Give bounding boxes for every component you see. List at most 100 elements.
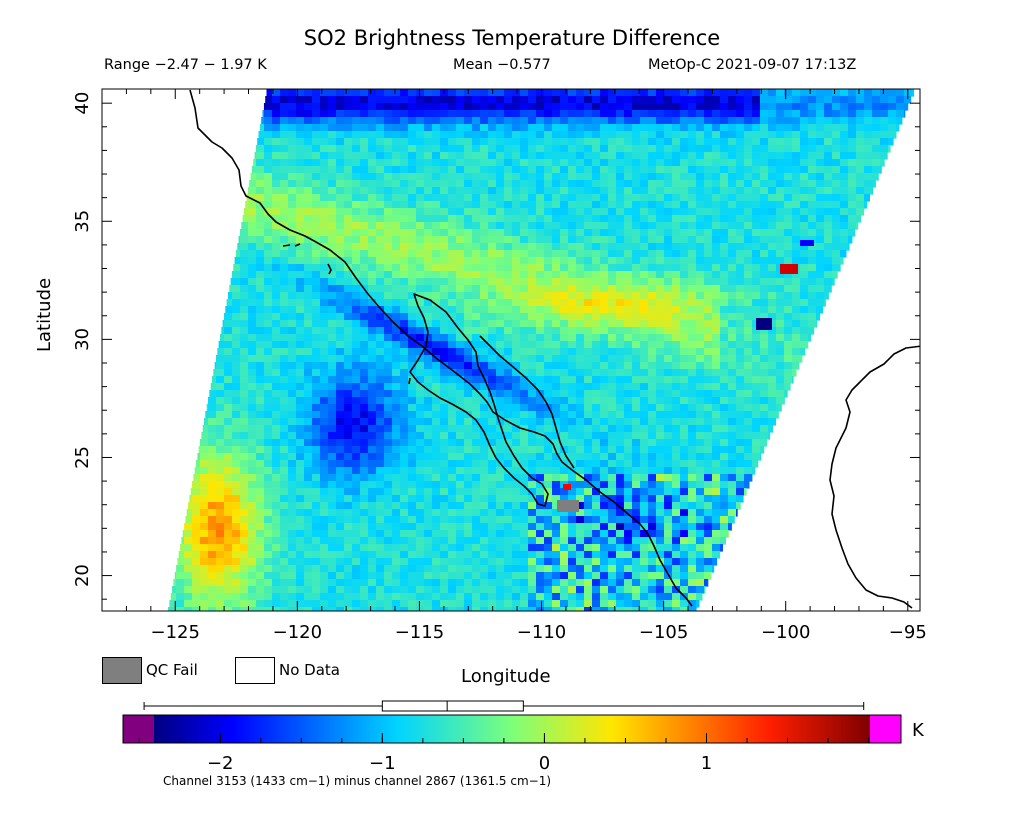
swath-pixel: [800, 320, 809, 328]
swath-pixel: [416, 439, 425, 447]
swath-pixel: [680, 509, 689, 517]
swath-pixel: [296, 222, 305, 230]
swath-pixel: [648, 278, 657, 286]
swath-pixel: [520, 299, 529, 307]
swath-pixel: [240, 495, 249, 503]
swath-pixel: [528, 341, 537, 349]
swath-pixel: [688, 516, 697, 524]
swath-pixel: [328, 236, 337, 244]
swath-pixel: [768, 271, 777, 279]
swath-pixel: [824, 103, 833, 111]
swath-pixel: [568, 362, 577, 370]
swath-pixel: [568, 537, 577, 545]
swath-pixel: [568, 418, 577, 426]
swath-pixel: [536, 474, 545, 482]
swath-pixel: [528, 404, 537, 412]
swath-pixel: [336, 481, 345, 489]
swath-pixel: [224, 523, 233, 531]
swath-pixel: [728, 474, 737, 482]
swath-pixel: [904, 96, 912, 104]
swath-pixel: [392, 446, 401, 454]
swath-pixel: [696, 502, 705, 510]
swath-pixel: [592, 334, 601, 342]
swath-pixel: [752, 208, 761, 216]
swath-pixel: [512, 243, 521, 251]
swath-pixel: [552, 215, 561, 223]
swath-pixel: [520, 278, 529, 286]
swath-pixel: [416, 285, 425, 293]
swath-pixel: [688, 271, 697, 279]
swath-pixel: [736, 509, 738, 517]
swath-pixel: [544, 509, 553, 517]
swath-pixel: [328, 488, 337, 496]
swath-pixel: [600, 292, 609, 300]
swath-pixel: [520, 397, 529, 405]
swath-pixel: [560, 257, 569, 265]
swath-pixel: [720, 348, 729, 356]
swath-pixel: [296, 467, 305, 475]
swath-pixel: [488, 194, 497, 202]
swath-pixel: [872, 117, 881, 125]
swath-pixel: [352, 271, 361, 279]
swath-pixel: [504, 250, 513, 258]
swath-pixel: [328, 180, 337, 188]
swath-pixel: [576, 264, 585, 272]
swath-pixel: [808, 201, 817, 209]
swath-pixel: [344, 145, 353, 153]
swath-pixel: [272, 215, 281, 223]
swath-pixel: [560, 327, 569, 335]
swath-pixel: [752, 376, 761, 384]
swath-pixel: [536, 250, 545, 258]
swath-pixel: [240, 418, 249, 426]
swath-pixel: [400, 103, 409, 111]
swath-pixel: [696, 285, 705, 293]
swath-pixel: [712, 369, 721, 377]
swath-pixel: [696, 453, 705, 461]
swath-pixel: [648, 250, 657, 258]
swath-pixel: [216, 418, 225, 426]
swath-pixel: [544, 516, 553, 524]
swath-pixel: [416, 299, 425, 307]
swath-pixel: [344, 537, 353, 545]
swath-pixel: [480, 299, 489, 307]
swath-pixel: [728, 495, 737, 503]
swath-pixel: [272, 96, 281, 104]
swath-pixel: [544, 215, 553, 223]
swath-pixel: [416, 460, 425, 468]
swath-pixel: [608, 306, 617, 314]
swath-pixel: [600, 488, 609, 496]
swath-pixel: [248, 509, 257, 517]
swath-pixel: [208, 551, 217, 559]
swath-pixel: [648, 334, 657, 342]
swath-pixel: [528, 453, 537, 461]
swath-pixel: [856, 215, 862, 223]
swath-pixel: [304, 348, 313, 356]
swath-pixel: [720, 159, 729, 167]
swath-pixel: [616, 348, 625, 356]
swath-pixel: [248, 299, 257, 307]
swath-pixel: [200, 439, 209, 447]
swath-pixel: [544, 453, 553, 461]
swath-pixel: [728, 460, 737, 468]
swath-pixel: [656, 215, 665, 223]
swath-pixel: [752, 313, 761, 321]
swath-pixel: [832, 201, 841, 209]
swath-pixel: [376, 446, 385, 454]
swath-pixel: [296, 530, 305, 538]
swath-pixel: [360, 495, 369, 503]
swath-pixel: [216, 551, 225, 559]
swath-pixel: [592, 117, 601, 125]
swath-pixel: [592, 215, 601, 223]
swath-pixel: [464, 544, 473, 552]
swath-pixel: [312, 334, 321, 342]
swath-pixel: [504, 320, 513, 328]
swath-pixel: [656, 320, 665, 328]
swath-pixel: [880, 138, 889, 146]
swath-pixel: [376, 215, 385, 223]
swath-pixel: [249, 180, 257, 188]
swath-pixel: [696, 376, 705, 384]
swath-pixel: [560, 131, 569, 139]
swath-pixel: [544, 376, 553, 384]
swath-pixel: [472, 166, 481, 174]
swath-pixel: [472, 390, 481, 398]
